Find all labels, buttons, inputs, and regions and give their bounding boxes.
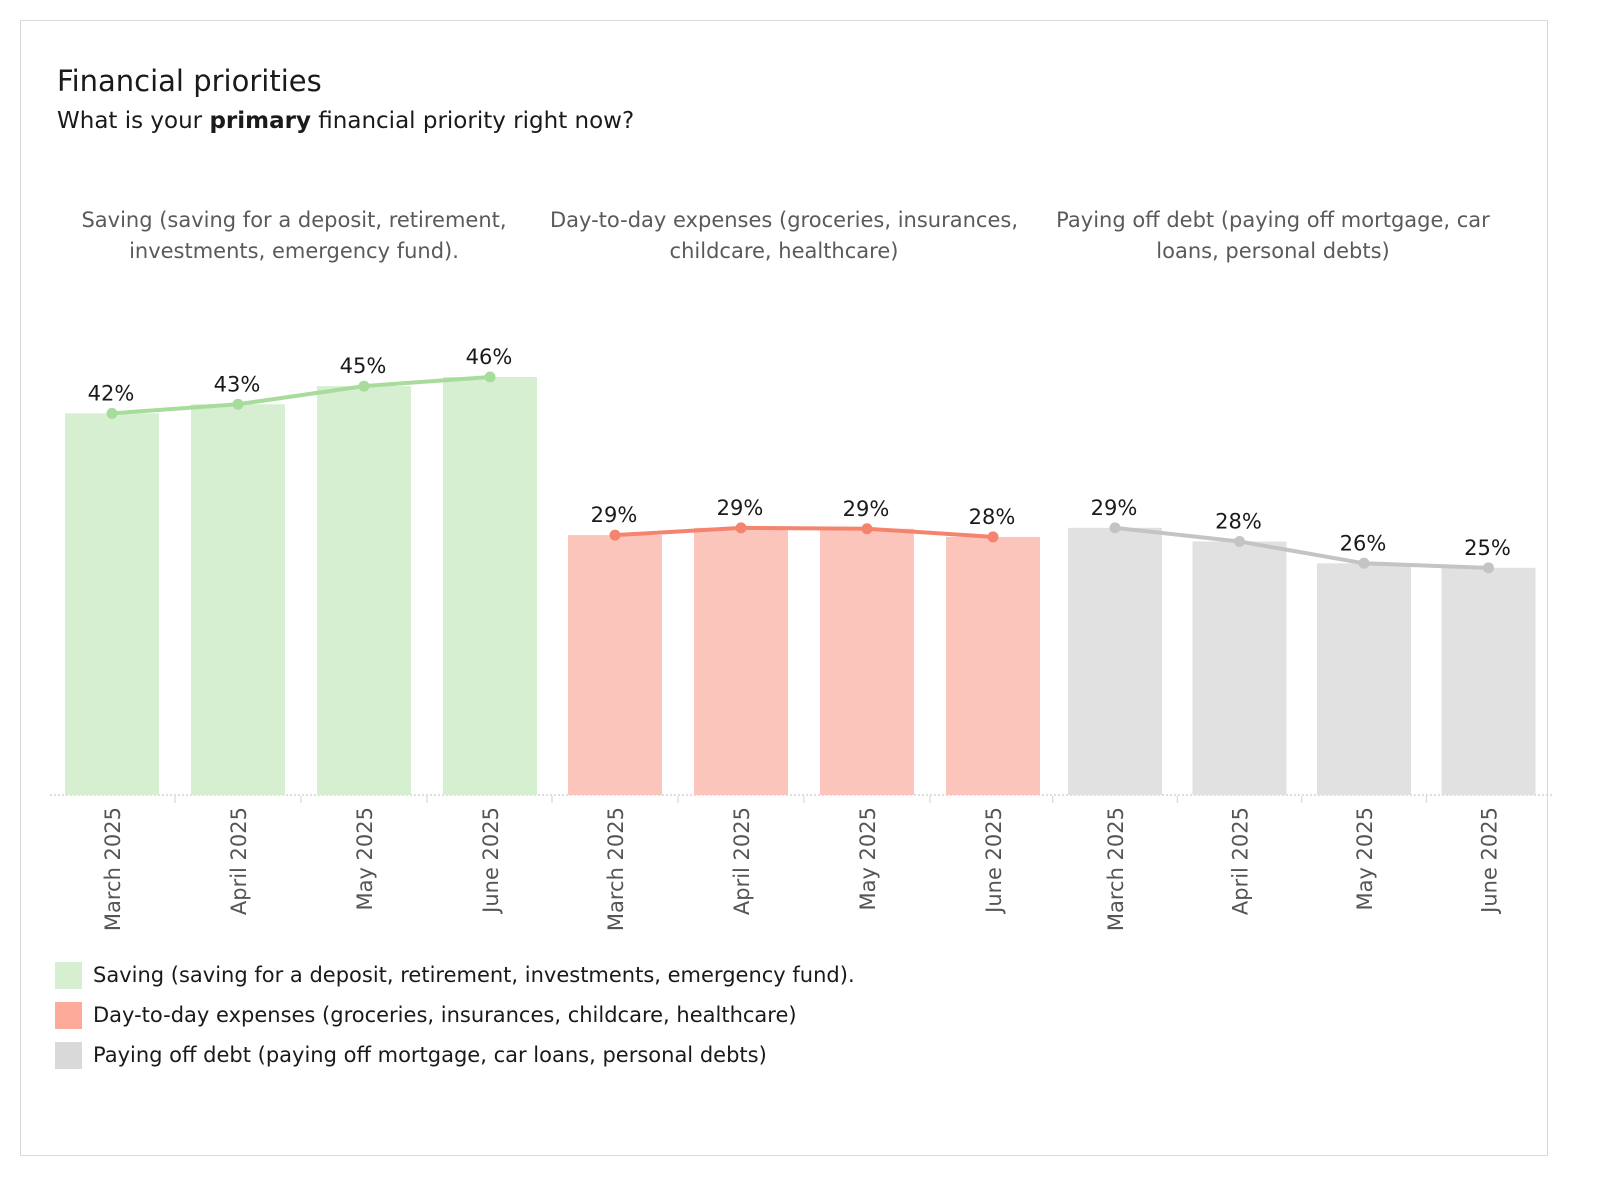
bar-debt-0 — [1068, 527, 1162, 795]
data-label-saving: 46% — [466, 345, 513, 369]
trend-point-debt — [1358, 557, 1370, 569]
bar-saving-3 — [443, 377, 537, 795]
chart-subtitle: What is your primary financial priority … — [57, 108, 634, 134]
subtitle-emphasis: primary — [209, 108, 311, 134]
x-tick-label: May 2025 — [353, 807, 377, 911]
bar-expenses-1 — [694, 527, 788, 795]
trend-line-debt — [1113, 525, 1491, 570]
x-tick-label: March 2025 — [101, 807, 125, 931]
legend-item-expenses[interactable]: Day-to-day expenses (groceries, insuranc… — [55, 995, 855, 1035]
x-tick-label: June 2025 — [982, 807, 1006, 915]
trend-line-saving — [110, 375, 492, 416]
trend-point-saving — [232, 398, 244, 410]
x-tick-label: June 2025 — [479, 807, 503, 915]
data-label-debt: 26% — [1340, 531, 1387, 555]
legend-item-debt[interactable]: Paying off debt (paying off mortgage, ca… — [55, 1035, 855, 1075]
trend-point-debt — [1109, 522, 1121, 534]
x-tick-label: March 2025 — [1104, 807, 1128, 931]
bar-debt-1 — [1192, 541, 1287, 795]
legend-label-expenses: Day-to-day expenses (groceries, insuranc… — [93, 1003, 797, 1027]
chart-title: Financial priorities — [57, 64, 322, 98]
data-label-debt: 29% — [1091, 496, 1138, 520]
data-label-saving: 42% — [88, 381, 135, 405]
bar-debt-3 — [1441, 567, 1536, 795]
x-tick-label: April 2025 — [227, 807, 251, 915]
legend-swatch-debt — [55, 1041, 82, 1069]
bar-saving-2 — [317, 386, 411, 795]
trend-point-saving — [358, 380, 370, 392]
x-tick-label: March 2025 — [604, 807, 628, 931]
legend-swatch-saving — [55, 961, 82, 989]
bar-expenses-0 — [568, 535, 662, 795]
data-label-expenses: 29% — [717, 496, 764, 520]
bar-saving-1 — [191, 404, 285, 795]
legend-label-debt: Paying off debt (paying off mortgage, ca… — [93, 1043, 767, 1067]
data-label-debt: 28% — [1215, 509, 1262, 533]
bar-expenses-2 — [820, 528, 914, 795]
trend-point-saving — [106, 407, 118, 419]
trend-point-debt — [1234, 535, 1245, 547]
trend-line-expenses — [613, 525, 995, 539]
panel-title-expenses: Day-to-day expenses (groceries, insuranc… — [549, 208, 1019, 263]
legend-item-saving[interactable]: Saving (saving for a deposit, retirement… — [55, 955, 855, 995]
data-label-saving: 43% — [214, 372, 261, 396]
x-tick-label: May 2025 — [856, 807, 880, 911]
panel-title-debt: Paying off debt (paying off mortgage, ca… — [1056, 208, 1490, 263]
bar-saving-0 — [65, 413, 159, 795]
legend: Saving (saving for a deposit, retirement… — [55, 955, 855, 1075]
legend-label-saving: Saving (saving for a deposit, retirement… — [93, 963, 855, 987]
bar-expenses-3 — [946, 536, 1040, 795]
subtitle-prefix: What is your — [57, 108, 210, 134]
x-tick-label: April 2025 — [730, 807, 754, 915]
data-label-expenses: 29% — [843, 497, 890, 521]
data-label-expenses: 28% — [969, 505, 1016, 529]
x-tick-label: April 2025 — [1229, 807, 1253, 915]
trend-point-expenses — [609, 529, 621, 541]
data-label-expenses: 29% — [591, 503, 638, 527]
data-label-saving: 45% — [340, 354, 387, 378]
trend-point-expenses — [987, 531, 999, 543]
legend-swatch-expenses — [55, 1001, 82, 1029]
trend-point-expenses — [735, 522, 747, 534]
trend-point-debt — [1483, 562, 1494, 574]
panel-title-saving: Saving (saving for a deposit, retirement… — [81, 208, 507, 263]
x-tick-label: May 2025 — [1353, 807, 1377, 911]
trend-point-saving — [484, 371, 496, 383]
bar-debt-2 — [1317, 563, 1411, 795]
subtitle-suffix: financial priority right now? — [310, 108, 635, 134]
trend-point-expenses — [861, 523, 873, 535]
data-label-debt: 25% — [1464, 536, 1511, 560]
x-tick-label: June 2025 — [1478, 807, 1502, 915]
